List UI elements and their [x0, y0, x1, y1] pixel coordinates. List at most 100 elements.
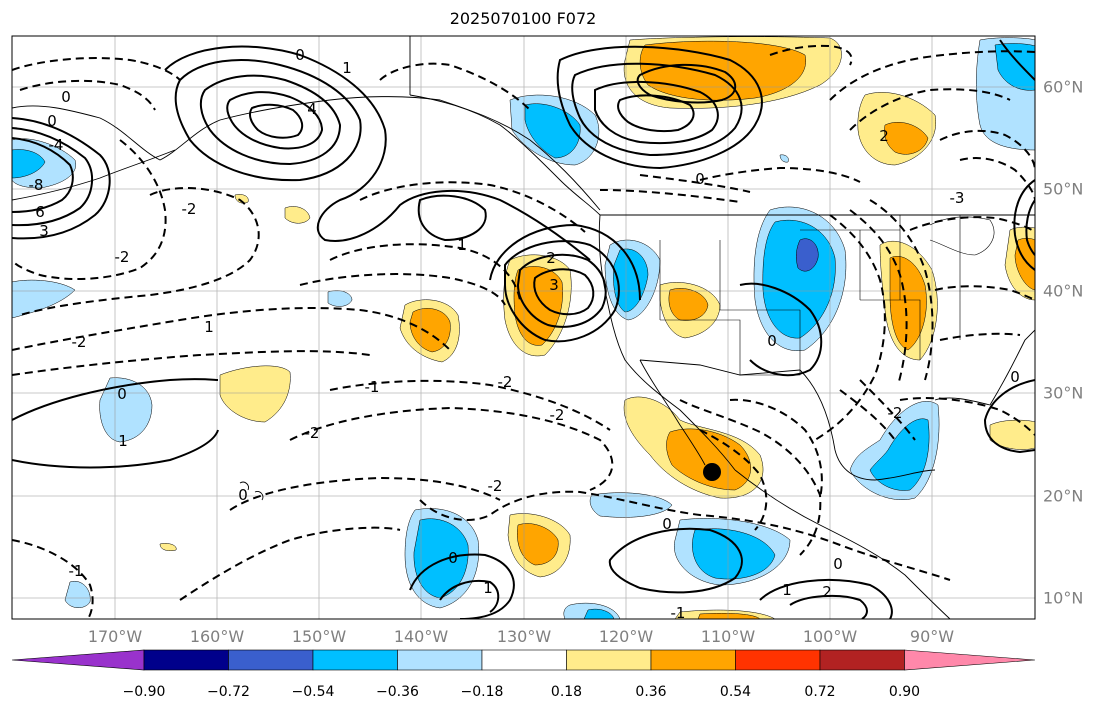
shade-region	[692, 528, 776, 580]
shade-region	[889, 256, 927, 351]
contour-line	[379, 62, 531, 111]
anomaly-shading	[12, 36, 1035, 619]
contour-line	[329, 379, 611, 431]
coastline-aleutians	[12, 149, 176, 201]
contour-line	[849, 209, 908, 386]
contour-line	[19, 79, 156, 111]
contour-label: -2	[550, 406, 565, 424]
contour-line	[759, 579, 893, 619]
contour-line	[617, 94, 695, 133]
lon-label: 170°W	[87, 627, 143, 646]
contour-line	[12, 139, 167, 281]
contour-label: 0	[662, 515, 672, 533]
contour-line	[12, 117, 111, 240]
colorbar-tick-label: −0.54	[291, 684, 335, 700]
shade-region	[666, 428, 751, 491]
contour-line	[849, 88, 1011, 131]
lat-label: 40°N	[1043, 281, 1084, 301]
contour-label: 1	[342, 59, 352, 77]
negative-contours	[12, 44, 1035, 619]
contour-line	[934, 285, 1035, 341]
contour-line	[869, 199, 934, 381]
contour-line	[299, 273, 506, 306]
contour-label: 0	[448, 549, 458, 567]
lon-label: 90°W	[909, 627, 955, 646]
state-borders	[659, 215, 961, 376]
contour-line	[289, 406, 614, 491]
contour-label: -1	[671, 604, 686, 622]
contour-line	[556, 45, 763, 170]
contour-line	[12, 137, 74, 213]
contour-line	[359, 181, 586, 233]
shade-region	[589, 492, 673, 518]
coastline-alaska	[12, 96, 601, 211]
contour-line	[533, 268, 595, 316]
coastline-mexico	[734, 469, 951, 619]
colorbar-tick-label: 0.18	[550, 684, 583, 700]
contour-labels: 0 0 0 0 0 0 0 0 0 0 0 1 1 1 1 1 1 -1 -1 …	[29, 46, 1020, 622]
map-frame	[11, 35, 1036, 620]
contour-line	[12, 307, 451, 351]
lon-label: 140°W	[393, 627, 449, 646]
shade-region	[64, 580, 91, 608]
colorbar-segment	[228, 649, 314, 671]
contour-label: -2	[72, 333, 87, 351]
contour-line	[12, 57, 181, 81]
contour-line	[12, 127, 93, 227]
contour-label: 4	[307, 100, 317, 118]
contour-line	[699, 166, 861, 183]
contour-line	[839, 379, 916, 441]
colorbar-tick-label: −0.90	[122, 684, 166, 700]
contour-label: -8	[29, 176, 44, 194]
shade-region	[219, 365, 291, 423]
coastline-east	[989, 329, 1035, 406]
gridlines	[12, 36, 1035, 619]
contour-label: -2	[115, 248, 130, 266]
lat-label: 50°N	[1043, 179, 1084, 199]
contour-line	[1013, 179, 1035, 271]
shade-region	[327, 290, 353, 307]
colorbar-segment	[904, 649, 1036, 671]
contour-line	[439, 580, 500, 613]
contour-line	[983, 379, 1035, 454]
shade-region	[779, 154, 789, 163]
contour-label: 2	[879, 127, 889, 145]
contour-label: 0	[833, 555, 843, 573]
coastline-baja	[639, 359, 706, 466]
colorbar-segment	[735, 649, 821, 671]
contour-label: -2	[488, 477, 503, 495]
contour-line	[729, 398, 823, 499]
contour-line	[699, 429, 768, 531]
shade-region	[517, 523, 559, 566]
map-title: 2025070100 F072	[449, 9, 597, 28]
contour-label: 3	[549, 276, 559, 294]
contour-line	[199, 74, 342, 166]
contour-label: -4	[49, 136, 64, 154]
shade-region	[12, 149, 46, 179]
contour-line	[909, 216, 1035, 233]
contour-label: 0	[767, 332, 777, 350]
lat-label: 30°N	[1043, 383, 1084, 403]
contour-line	[769, 44, 853, 66]
colorbar-segment	[819, 649, 905, 671]
contour-line	[164, 45, 591, 261]
contour-label: -2	[305, 424, 320, 442]
lon-label: 150°W	[291, 627, 347, 646]
contour-line	[789, 594, 868, 619]
contour-line	[12, 378, 219, 469]
shade-region	[697, 612, 761, 619]
contour-line	[1025, 199, 1035, 256]
contour-label: 0	[238, 486, 248, 504]
shade-region	[409, 308, 451, 353]
contour-label: 0	[117, 385, 127, 403]
contour-label: -2	[498, 373, 513, 391]
shade-region	[994, 43, 1035, 91]
lon-label: 100°W	[802, 627, 858, 646]
shade-region	[234, 194, 249, 204]
coastline-greatlakes	[929, 216, 995, 256]
colorbar-segment	[481, 649, 567, 671]
contour-label: 1	[118, 432, 128, 450]
contour-line	[516, 253, 607, 328]
colorbar-segment	[397, 649, 483, 671]
